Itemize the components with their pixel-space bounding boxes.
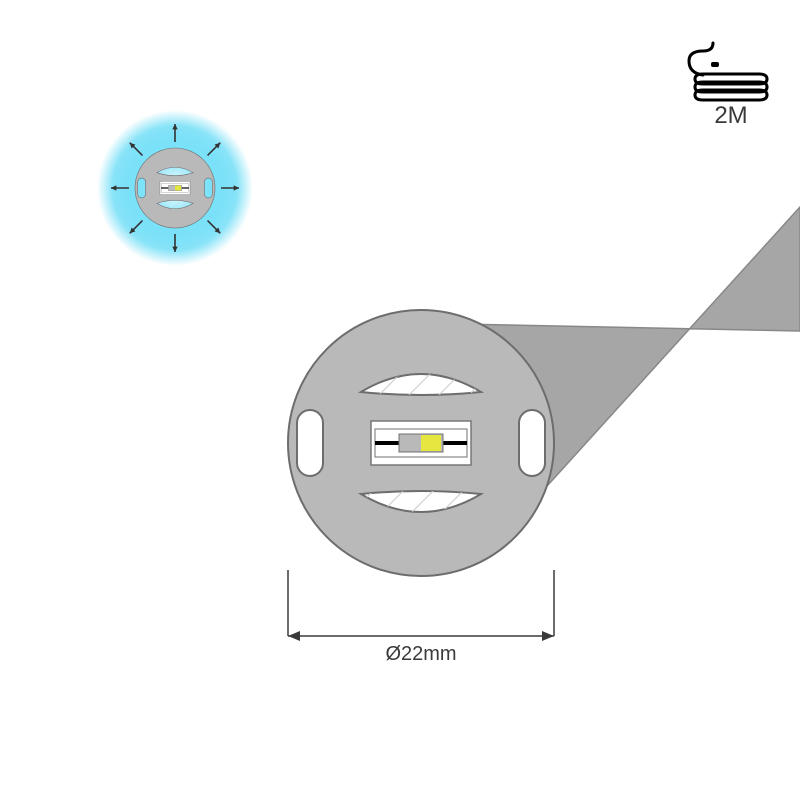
diameter-dimension: Ø22mm bbox=[288, 570, 554, 665]
light-spread-icon bbox=[97, 110, 253, 266]
length-icon: 2M bbox=[689, 43, 767, 129]
led-emitter bbox=[421, 435, 441, 451]
length-label: 2M bbox=[714, 102, 747, 129]
led-emitter bbox=[175, 186, 181, 191]
diameter-label: Ø22mm bbox=[385, 643, 456, 665]
coil-icon bbox=[689, 43, 713, 75]
tube-body bbox=[366, 207, 800, 564]
